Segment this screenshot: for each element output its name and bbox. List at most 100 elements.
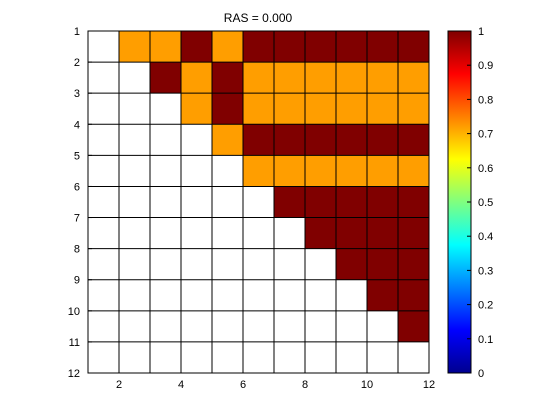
heatmap-cell [305, 62, 336, 94]
heatmap-cell [367, 279, 398, 311]
heatmap-cell [181, 186, 212, 218]
heatmap-cell [336, 93, 367, 125]
heatmap-cell [398, 310, 429, 342]
heatmap-cell [119, 62, 150, 94]
heatmap-cell [367, 248, 398, 280]
heatmap-cell [119, 186, 150, 218]
heatmap-cell [274, 155, 305, 187]
heatmap-cell [398, 155, 429, 187]
heatmap-cell [119, 217, 150, 249]
heatmap-cell [336, 217, 367, 249]
heatmap-cell [274, 279, 305, 311]
heatmap-cell [150, 124, 181, 156]
heatmap-cell [88, 217, 119, 249]
heatmap-cell [181, 93, 212, 125]
heatmap-cell [150, 279, 181, 311]
heatmap-cell [274, 124, 305, 156]
heatmap-cell [336, 31, 367, 63]
y-tick-label: 5 [74, 150, 80, 162]
heatmap-cell [243, 31, 274, 63]
heatmap-cell [88, 341, 119, 373]
x-tick-label: 2 [116, 379, 122, 391]
heatmap-cell [181, 217, 212, 249]
heatmap-cell [367, 155, 398, 187]
heatmap-cell [336, 248, 367, 280]
heatmap-cell [88, 62, 119, 94]
colorbar-tick-label: 0.8 [478, 94, 493, 106]
heatmap-cell [212, 217, 243, 249]
heatmap-cell [336, 155, 367, 187]
heatmap-cell [88, 279, 119, 311]
heatmap-cell [274, 186, 305, 218]
heatmap-cell [367, 186, 398, 218]
heatmap-cell [336, 124, 367, 156]
heatmap-cell [119, 155, 150, 187]
heatmap-cell [181, 155, 212, 187]
heatmap-cell [181, 279, 212, 311]
heatmap-cell [119, 31, 150, 63]
heatmap-cell [150, 155, 181, 187]
heatmap-cell [212, 279, 243, 311]
heatmap-cell [88, 93, 119, 125]
heatmap-cell [88, 186, 119, 218]
x-tick-label: 4 [178, 379, 184, 391]
heatmap-cell [336, 310, 367, 342]
heatmap-cell [305, 217, 336, 249]
y-tick-label: 3 [74, 88, 80, 100]
heatmap-cell [243, 248, 274, 280]
heatmap-cell [119, 248, 150, 280]
heatmap-cell [305, 31, 336, 63]
heatmap-cell [305, 155, 336, 187]
heatmap-cell [181, 62, 212, 94]
heatmap-cell [212, 186, 243, 218]
heatmap-cell [398, 31, 429, 63]
heatmap-cell [212, 341, 243, 373]
y-tick-label: 4 [74, 119, 80, 131]
heatmap-cell [305, 93, 336, 125]
heatmap-cell [274, 341, 305, 373]
y-tick-label: 9 [74, 275, 80, 287]
heatmap-cell [150, 31, 181, 63]
heatmap-cell [367, 217, 398, 249]
colorbar-axis: 0 0.1 0.2 0.3 0.4 0.5 0.6 0.7 0.8 0.9 1 [467, 26, 493, 380]
heatmap-cell [305, 279, 336, 311]
heatmap-cell [305, 310, 336, 342]
heatmap-cell [243, 155, 274, 187]
colorbar-tick-label: 0.1 [478, 334, 493, 346]
heatmap-cell [88, 310, 119, 342]
heatmap-cell [398, 62, 429, 94]
colorbar-tick-label: 0.5 [478, 197, 493, 209]
colorbar-tick-label: 0.4 [478, 231, 493, 243]
x-tick-label: 8 [302, 379, 308, 391]
colorbar-tick-label: 0.9 [478, 60, 493, 72]
heatmap-cell [88, 248, 119, 280]
heatmap-cell [336, 62, 367, 94]
heatmap-cell [305, 248, 336, 280]
heatmap-cell [150, 248, 181, 280]
x-tick-label: 6 [240, 379, 246, 391]
heatmap-cell [88, 31, 119, 63]
colorbar-tick-label: 0.3 [478, 265, 493, 277]
colorbar-tick-label: 0.7 [478, 129, 493, 141]
colorbar-tick-label: 0.2 [478, 300, 493, 312]
heatmap-cell [181, 248, 212, 280]
heatmap-cell [243, 217, 274, 249]
heatmap-cell [398, 186, 429, 218]
colorbar-tick-label: 0 [478, 368, 484, 380]
heatmap-cell [212, 155, 243, 187]
y-tick-label: 7 [74, 213, 80, 225]
heatmap-cell [212, 310, 243, 342]
heatmap-cell [119, 279, 150, 311]
heatmap-cell [212, 248, 243, 280]
heatmap-cell [119, 310, 150, 342]
heatmap-cell [305, 341, 336, 373]
heatmap-cell [181, 310, 212, 342]
y-tick-label: 6 [74, 181, 80, 193]
heatmap-cell [398, 124, 429, 156]
heatmap-cell [181, 31, 212, 63]
heatmap-cell [150, 217, 181, 249]
heatmap-cell [274, 93, 305, 125]
chart-title: RAS = 0.000 [224, 11, 293, 25]
heatmap-cell [88, 155, 119, 187]
